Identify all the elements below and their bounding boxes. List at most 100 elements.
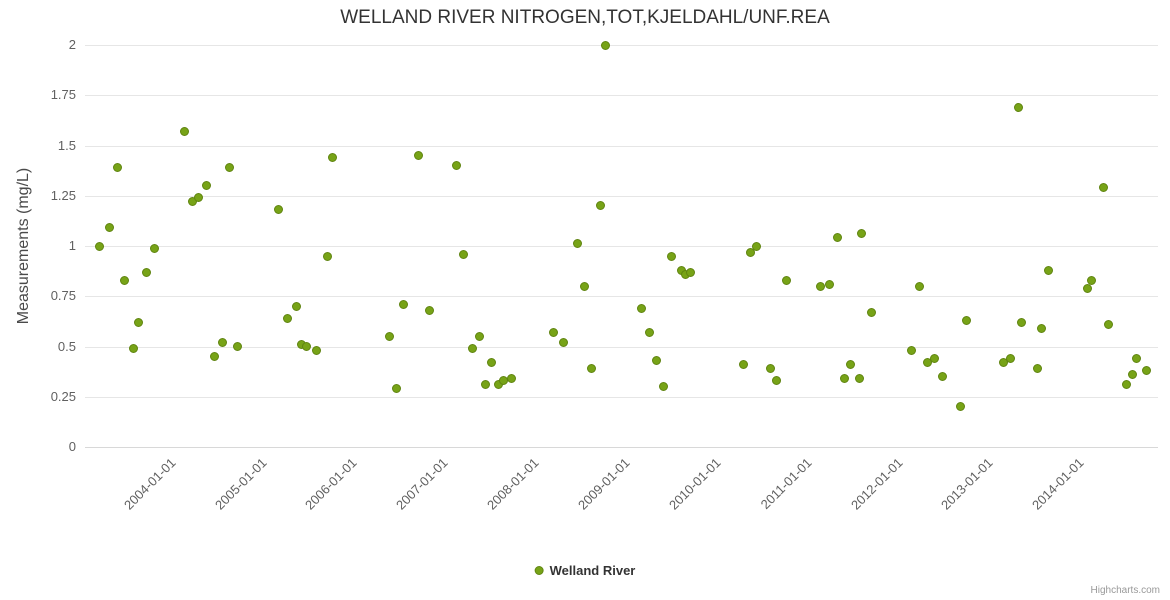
data-point[interactable] <box>956 402 966 412</box>
data-point[interactable] <box>824 279 834 289</box>
data-point[interactable] <box>929 354 939 364</box>
data-point[interactable] <box>283 313 293 323</box>
y-axis-tick-label: 0.5 <box>57 338 76 354</box>
data-point[interactable] <box>685 267 695 277</box>
data-point[interactable] <box>601 40 611 50</box>
x-axis-line <box>85 447 1158 448</box>
data-point[interactable] <box>468 344 478 353</box>
data-point[interactable] <box>327 153 337 163</box>
data-point[interactable] <box>452 161 462 171</box>
data-point[interactable] <box>867 307 877 317</box>
data-point[interactable] <box>832 233 842 243</box>
data-point[interactable] <box>746 247 756 257</box>
data-point[interactable] <box>424 305 434 315</box>
data-point[interactable] <box>840 374 850 384</box>
data-point[interactable] <box>312 346 322 356</box>
data-point[interactable] <box>224 163 234 173</box>
data-point[interactable] <box>644 327 654 337</box>
data-point[interactable] <box>194 193 204 203</box>
x-axis-tick-label: 2006-01-01 <box>302 455 360 513</box>
data-point[interactable] <box>580 281 590 291</box>
data-point[interactable] <box>274 205 284 215</box>
data-point[interactable] <box>506 374 516 384</box>
data-point[interactable] <box>1104 319 1114 329</box>
data-point[interactable] <box>413 151 423 161</box>
data-point[interactable] <box>1006 354 1016 364</box>
data-point[interactable] <box>1087 275 1097 285</box>
data-point[interactable] <box>586 364 596 374</box>
x-axis-tick-label: 2007-01-01 <box>393 455 451 513</box>
data-point[interactable] <box>399 299 409 309</box>
data-point[interactable] <box>999 358 1009 368</box>
data-point[interactable] <box>113 163 123 173</box>
data-point[interactable] <box>857 229 867 239</box>
data-point[interactable] <box>961 315 971 325</box>
x-axis-tick-label: 2009-01-01 <box>574 455 633 513</box>
data-point[interactable] <box>1141 366 1151 376</box>
y-axis-tick-label: 1.25 <box>50 187 76 203</box>
data-point[interactable] <box>1032 364 1042 374</box>
x-axis-tick-label: 2013-01-01 <box>938 455 996 513</box>
data-point[interactable] <box>1017 317 1027 327</box>
data-point[interactable] <box>751 241 761 251</box>
legend-item-welland-river[interactable]: Welland River <box>534 563 635 578</box>
data-point[interactable] <box>659 382 669 392</box>
x-axis-tick-label: 2008-01-01 <box>484 455 542 513</box>
data-point[interactable] <box>474 331 484 341</box>
data-point[interactable] <box>1128 370 1138 380</box>
y-gridline <box>85 195 1158 197</box>
data-point[interactable] <box>846 360 856 370</box>
data-point[interactable] <box>1014 102 1024 112</box>
data-point[interactable] <box>1121 380 1131 390</box>
y-axis-tick-label: 0 <box>68 439 76 454</box>
data-point[interactable] <box>481 380 491 390</box>
data-point[interactable] <box>922 358 932 368</box>
data-point[interactable] <box>179 126 189 136</box>
data-point[interactable] <box>134 317 144 327</box>
data-point[interactable] <box>210 352 220 362</box>
y-gridline <box>85 296 1158 298</box>
data-point[interactable] <box>302 342 312 351</box>
data-point[interactable] <box>667 251 677 261</box>
highcharts-credits-link[interactable]: Highcharts.com <box>1090 585 1160 596</box>
data-point[interactable] <box>1082 283 1092 293</box>
data-point[interactable] <box>1037 323 1047 333</box>
y-axis-tick-label: 2 <box>68 37 76 52</box>
data-point[interactable] <box>233 342 243 351</box>
data-point[interactable] <box>120 275 130 285</box>
data-point[interactable] <box>142 267 152 277</box>
data-point[interactable] <box>595 201 605 211</box>
data-point[interactable] <box>323 251 333 261</box>
data-point[interactable] <box>128 344 138 353</box>
data-point[interactable] <box>637 303 647 313</box>
data-point[interactable] <box>384 331 394 341</box>
x-axis-tick-label: 2014-01-01 <box>1029 455 1087 513</box>
data-point[interactable] <box>486 358 496 368</box>
data-point[interactable] <box>292 301 302 311</box>
data-point[interactable] <box>938 372 948 382</box>
data-point[interactable] <box>572 239 582 249</box>
data-point[interactable] <box>781 275 791 285</box>
data-point[interactable] <box>202 181 212 191</box>
data-point[interactable] <box>105 223 115 233</box>
data-point[interactable] <box>854 374 864 384</box>
data-point[interactable] <box>1044 265 1054 275</box>
data-point[interactable] <box>651 356 661 366</box>
y-axis-tick-label: 1 <box>68 238 76 253</box>
data-point[interactable] <box>1131 354 1141 364</box>
data-point[interactable] <box>771 376 781 386</box>
data-point[interactable] <box>559 337 569 347</box>
data-point[interactable] <box>739 360 749 370</box>
data-point[interactable] <box>217 337 227 347</box>
data-point[interactable] <box>549 327 559 337</box>
data-point[interactable] <box>915 281 925 291</box>
data-point[interactable] <box>459 249 469 259</box>
data-point[interactable] <box>150 243 160 253</box>
data-point[interactable] <box>392 384 402 394</box>
data-point[interactable] <box>765 364 775 374</box>
data-point[interactable] <box>95 241 105 251</box>
data-point[interactable] <box>907 346 917 356</box>
data-point[interactable] <box>1098 183 1108 193</box>
